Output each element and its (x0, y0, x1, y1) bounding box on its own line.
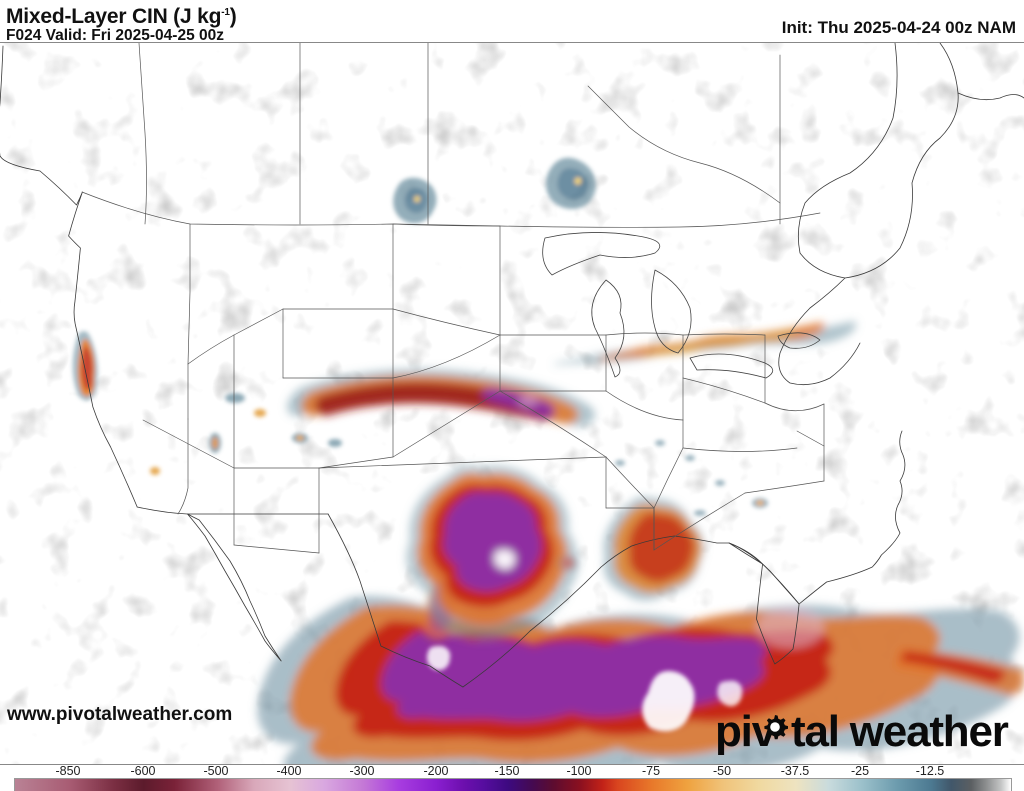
svg-text:tal weather: tal weather (791, 707, 1009, 756)
svg-text:piv: piv (715, 707, 777, 756)
